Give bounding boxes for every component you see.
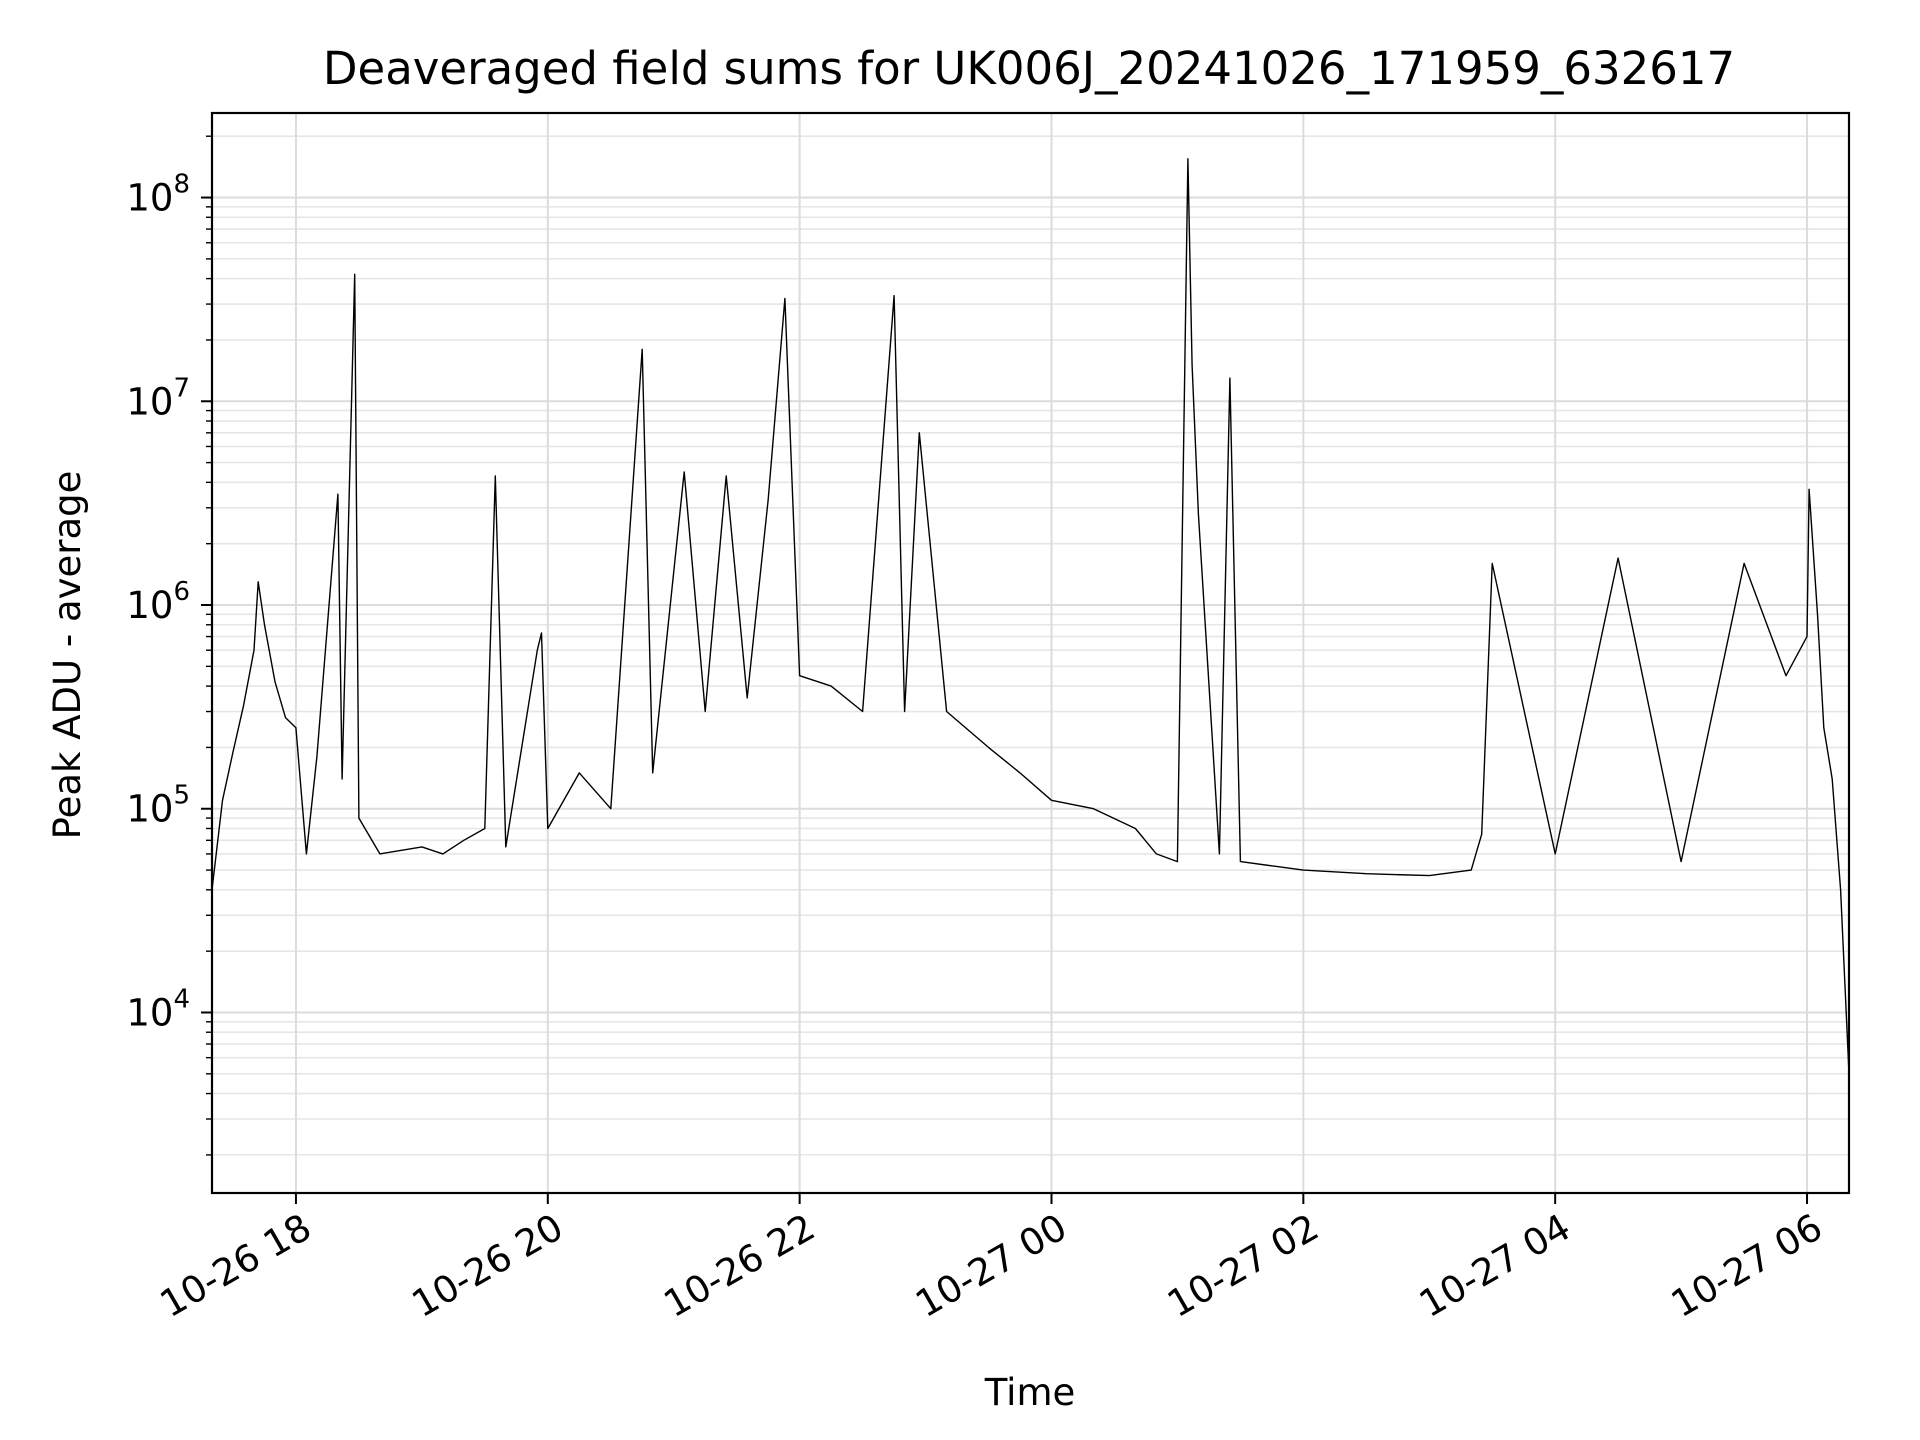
series-line — [212, 158, 1849, 1074]
y-tick-label: 107 — [126, 373, 190, 423]
plot-frame — [210, 111, 1851, 1195]
plot-area — [212, 158, 1849, 1074]
y-tick-label: 104 — [126, 984, 190, 1034]
grid — [212, 113, 1849, 1193]
x-axis-label: Time — [984, 1371, 1076, 1414]
y-axis-label: Peak ADU - average — [46, 471, 89, 840]
y-tick-labels: 104 105 106 107 108 — [126, 170, 190, 1035]
series-layer — [212, 158, 1849, 1074]
y-tick-label: 105 — [126, 781, 190, 831]
y-tick-label: 108 — [126, 170, 190, 220]
y-tick-label: 106 — [126, 577, 190, 627]
chart-title: Deaveraged field sums for UK006J_2024102… — [323, 42, 1735, 95]
